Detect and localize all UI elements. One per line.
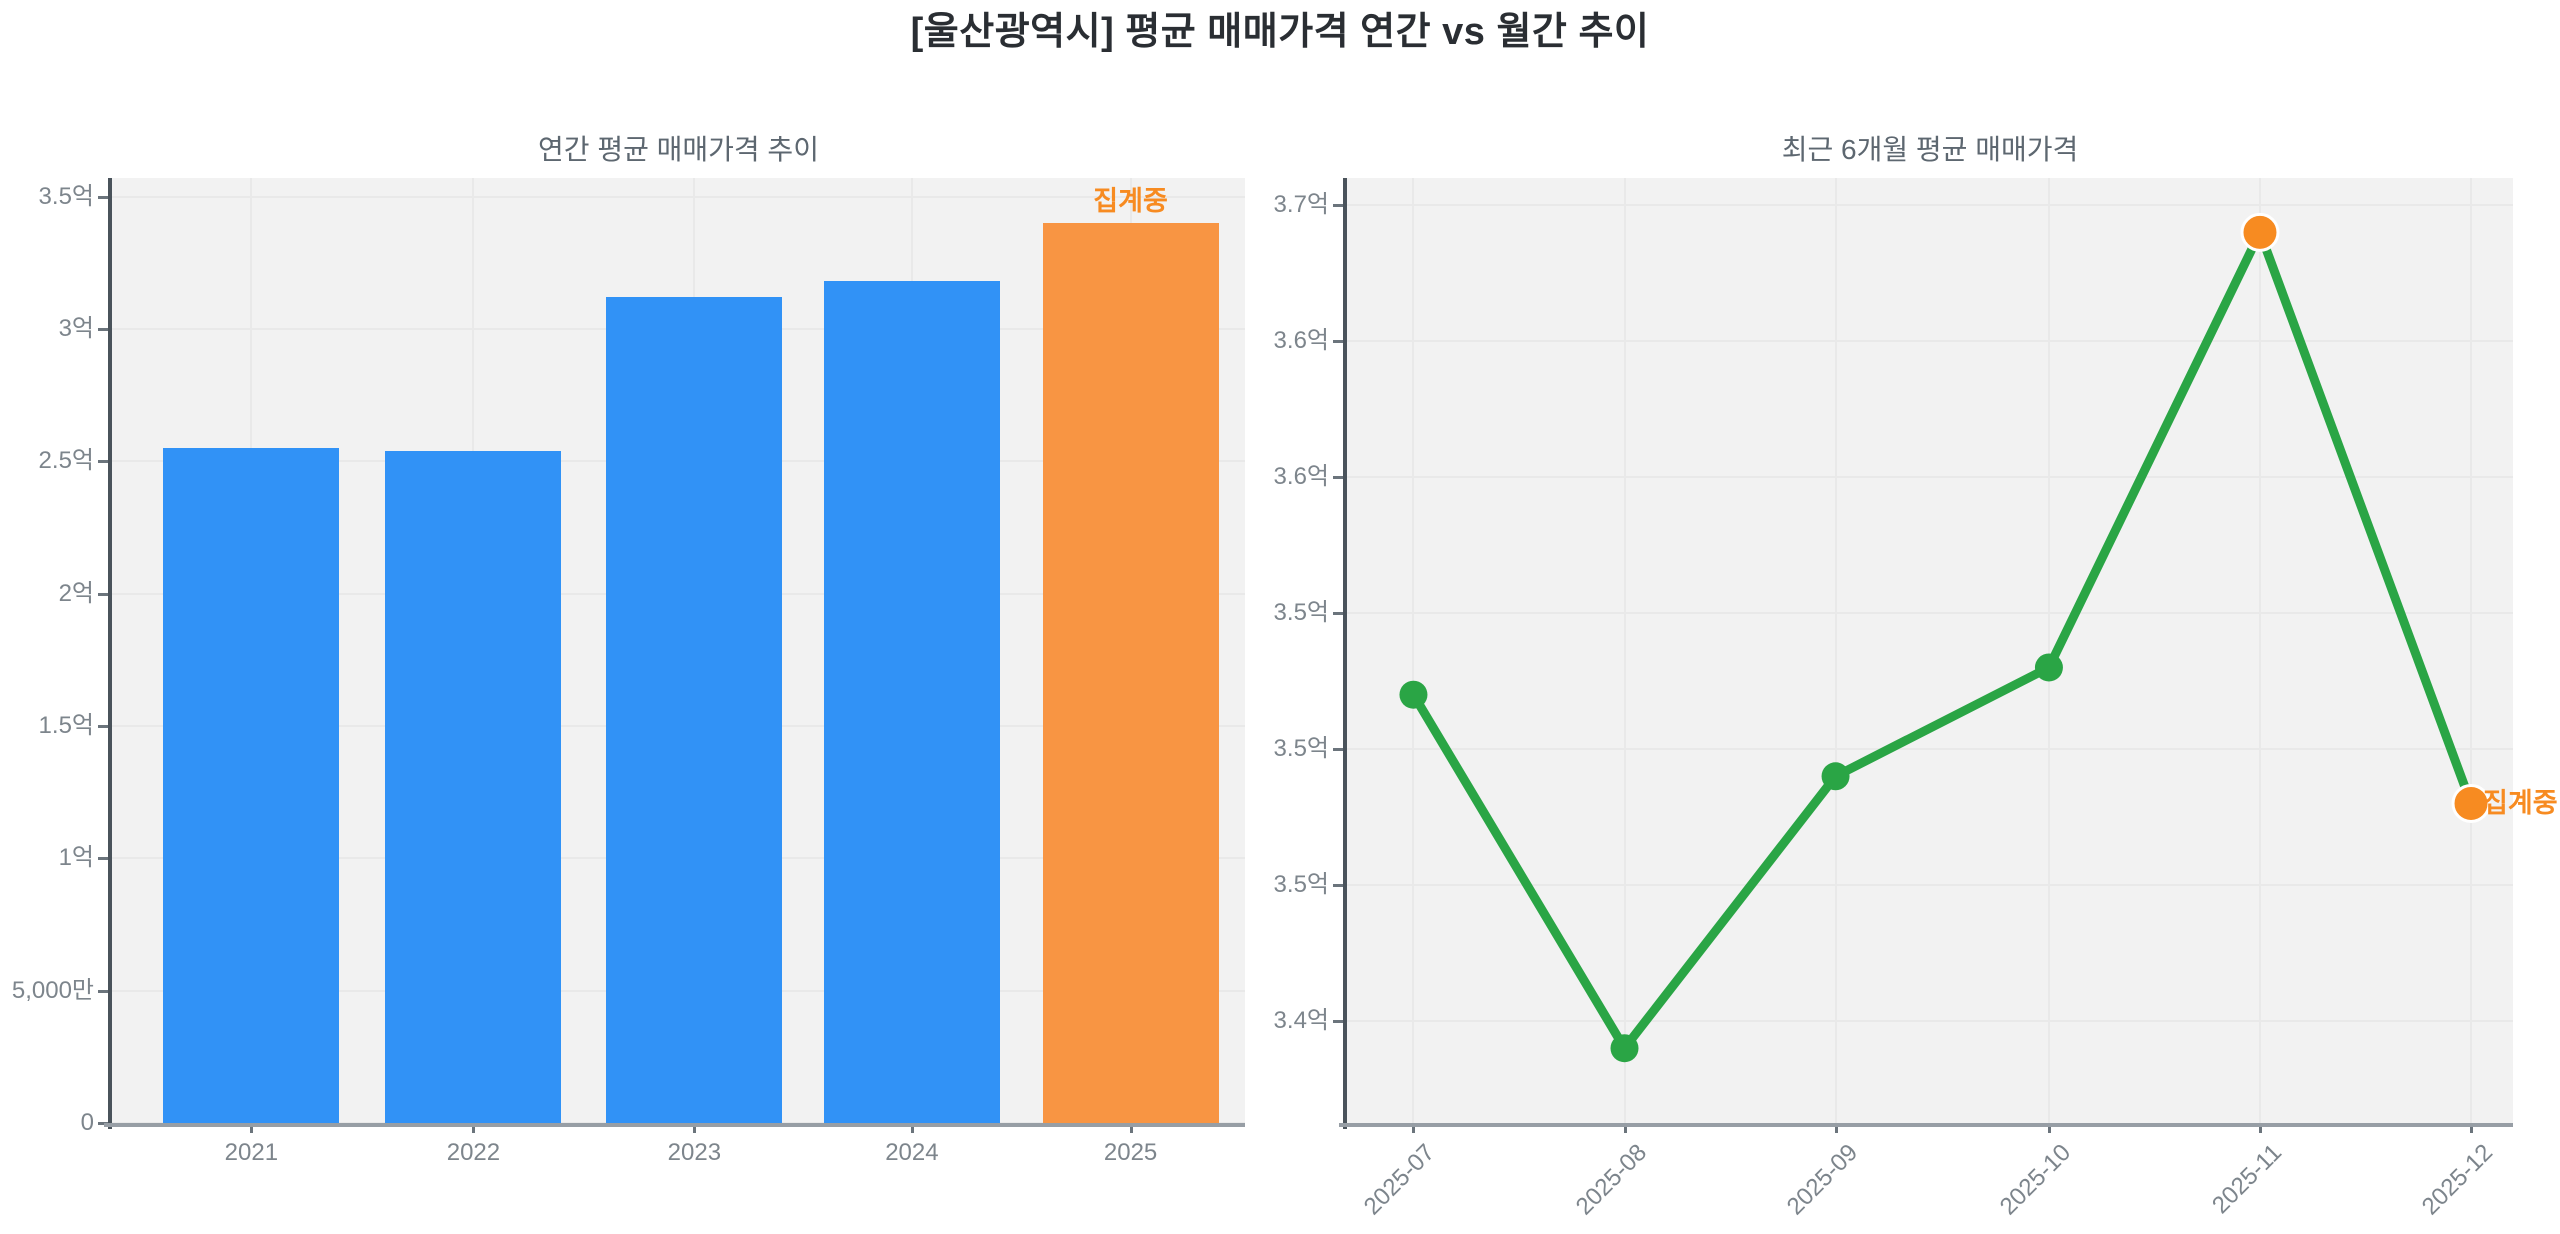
bar-2021 bbox=[163, 448, 340, 1123]
bar-2022 bbox=[385, 450, 562, 1123]
y-tick-label: 2억 bbox=[58, 579, 94, 607]
x-tick-label: 2025 bbox=[1103, 1139, 1158, 1166]
point-2025-08 bbox=[1610, 1034, 1639, 1063]
x-tick-mark bbox=[910, 1123, 914, 1133]
x-tick-label: 2022 bbox=[446, 1139, 501, 1166]
y-tick-mark bbox=[98, 195, 108, 199]
point-2025-11 bbox=[2240, 212, 2280, 252]
gridline-horizontal bbox=[1347, 340, 2513, 343]
price-line-layer bbox=[1399, 212, 2491, 1063]
annual-chart-title: 연간 평균 매매가격 추이 bbox=[538, 134, 819, 165]
monthly-plot-area bbox=[1347, 178, 2513, 1123]
gridline-horizontal bbox=[1347, 1020, 2513, 1023]
x-tick-label: 2025-11 bbox=[2206, 1139, 2288, 1220]
x-tick-label: 2025-09 bbox=[1781, 1139, 1863, 1221]
y-tick-mark bbox=[98, 1122, 108, 1125]
point-2025-10 bbox=[2034, 653, 2063, 682]
bar-2023 bbox=[606, 297, 783, 1123]
gridline-vertical bbox=[2258, 178, 2261, 1123]
gridline-vertical bbox=[1834, 178, 1837, 1123]
gridline-horizontal bbox=[112, 195, 1245, 198]
y-tick-label: 3억 bbox=[58, 314, 94, 342]
y-tick-mark bbox=[1333, 884, 1343, 888]
gridline-horizontal bbox=[1347, 884, 2513, 887]
y-tick-label: 3.5억 bbox=[1273, 871, 1329, 899]
x-tick-mark bbox=[250, 1123, 254, 1133]
point-2025-09 bbox=[1821, 762, 1850, 791]
x-tick-mark bbox=[1412, 1123, 1416, 1133]
y-tick-mark bbox=[98, 592, 108, 596]
y-tick-label: 3.5억 bbox=[1273, 599, 1329, 627]
gridline-vertical bbox=[1623, 178, 1626, 1123]
x-tick-mark bbox=[2047, 1123, 2051, 1133]
x-tick-label: 2025-10 bbox=[1994, 1139, 2077, 1221]
y-axis-spine bbox=[1343, 178, 1347, 1129]
annual-plot-area bbox=[112, 178, 1245, 1124]
y-tick-label: 1.5억 bbox=[38, 711, 94, 739]
y-tick-mark bbox=[98, 989, 108, 993]
y-tick-label: 3.4억 bbox=[1273, 1007, 1329, 1035]
y-tick-mark bbox=[1333, 1020, 1343, 1024]
x-tick-label: 2025-12 bbox=[2416, 1139, 2499, 1221]
y-tick-label: 1억 bbox=[58, 844, 94, 872]
monthly-chart-title: 최근 6개월 평균 매매가격 bbox=[1781, 134, 2079, 165]
gridline-horizontal bbox=[1347, 612, 2513, 615]
y-axis-spine bbox=[108, 178, 112, 1129]
y-tick-label: 3.5억 bbox=[38, 182, 94, 210]
gridline-vertical bbox=[2047, 178, 2050, 1123]
y-tick-label: 3.5억 bbox=[1273, 735, 1329, 763]
x-tick-label: 2025-08 bbox=[1570, 1139, 1652, 1221]
x-tick-mark bbox=[2470, 1123, 2474, 1133]
x-tick-mark bbox=[1623, 1123, 1627, 1133]
gridline-horizontal bbox=[1347, 204, 2513, 207]
bar-2024 bbox=[823, 281, 1000, 1123]
y-tick-mark bbox=[1333, 748, 1343, 752]
gridline-vertical bbox=[1412, 178, 1415, 1123]
bar-2025 bbox=[1042, 223, 1219, 1123]
y-tick-mark bbox=[1333, 204, 1343, 208]
x-axis-spine bbox=[104, 1123, 1245, 1127]
y-tick-mark bbox=[1333, 340, 1343, 344]
aggregating-label: 집계중 bbox=[2483, 788, 2558, 819]
y-tick-label: 0 bbox=[80, 1109, 94, 1136]
annual-bar-chart: 연간 평균 매매가격 추이 0 5,000만 1억 1.5억 2억 2.5억 3억 3.5억 2… bbox=[12, 134, 1245, 1166]
gridline-horizontal bbox=[1347, 476, 2513, 479]
y-tick-label: 3.7억 bbox=[1273, 191, 1329, 219]
point-2025-07 bbox=[1399, 680, 1428, 709]
x-tick-mark bbox=[693, 1123, 697, 1133]
y-tick-label: 3.6억 bbox=[1273, 463, 1329, 491]
x-axis-spine bbox=[1339, 1123, 2513, 1127]
x-tick-mark bbox=[1834, 1123, 1838, 1133]
x-tick-label: 2025-07 bbox=[1359, 1139, 1441, 1221]
x-tick-label: 2024 bbox=[885, 1139, 939, 1166]
y-tick-mark bbox=[98, 857, 108, 861]
y-tick-mark bbox=[98, 724, 108, 728]
price-line bbox=[1408, 227, 2476, 1053]
x-tick-label: 2023 bbox=[667, 1139, 722, 1166]
y-tick-mark bbox=[1333, 476, 1343, 480]
aggregating-label: 집계중 bbox=[1093, 186, 1168, 216]
point-2025-12 bbox=[2451, 783, 2491, 823]
gridline-horizontal bbox=[1347, 748, 2513, 751]
y-tick-mark bbox=[98, 460, 108, 464]
monthly-line-chart: 최근 6개월 평균 매매가격 3.4억 3.5억 3.5억 3.5억 3.6억 3.6억 3… bbox=[1274, 134, 2558, 1220]
y-tick-mark bbox=[98, 327, 108, 331]
y-tick-label: 2.5억 bbox=[38, 447, 94, 475]
page-title: [울산광역시] 평균 매매가격 연간 vs 월간 추이 bbox=[910, 11, 1650, 53]
gridline-vertical bbox=[2470, 178, 2473, 1123]
x-tick-label: 2021 bbox=[224, 1139, 279, 1166]
y-tick-mark bbox=[1333, 612, 1343, 616]
x-tick-mark bbox=[1129, 1123, 1133, 1133]
x-tick-mark bbox=[2258, 1123, 2262, 1133]
x-tick-mark bbox=[472, 1123, 476, 1133]
y-tick-label: 5,000만 bbox=[11, 976, 94, 1004]
y-tick-label: 3.6억 bbox=[1273, 327, 1329, 355]
